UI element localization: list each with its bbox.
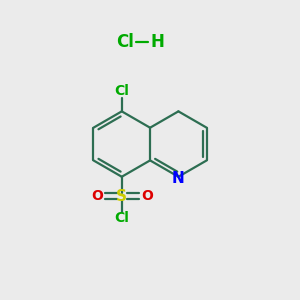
Text: Cl: Cl [114,211,129,225]
Text: O: O [91,189,103,203]
Text: H: H [151,32,164,50]
Text: Cl: Cl [114,84,129,98]
Text: Cl: Cl [116,32,134,50]
Text: O: O [141,189,153,203]
Text: S: S [116,189,127,204]
Text: N: N [172,171,185,186]
